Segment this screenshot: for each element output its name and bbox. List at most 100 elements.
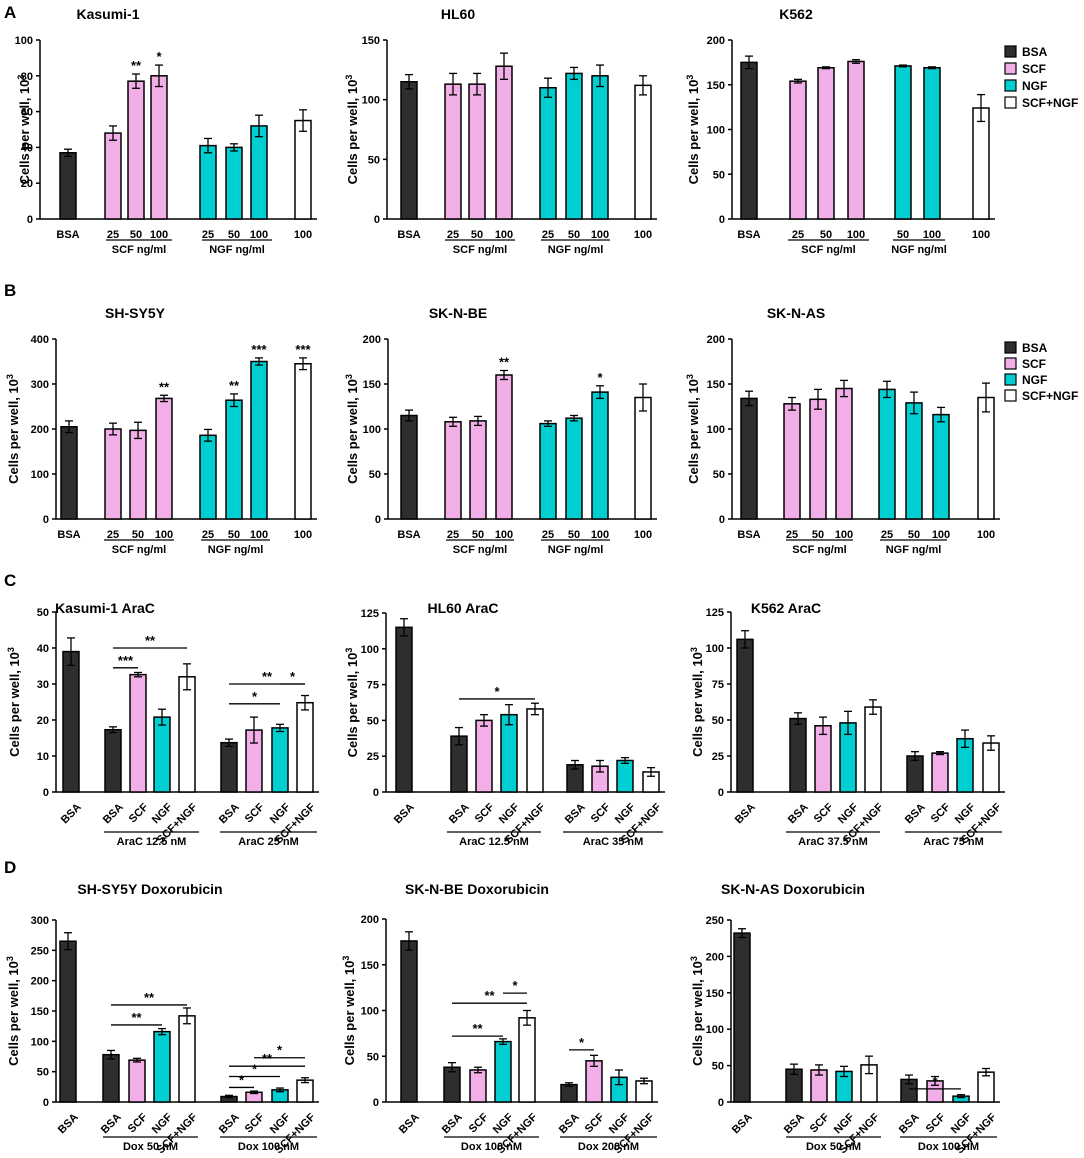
- bar: [814, 725, 832, 793]
- bar: [894, 65, 912, 220]
- y-axis-title: Cells per well, 103: [6, 647, 22, 757]
- bar: [972, 107, 990, 220]
- y-axis-title-superscript: 3: [341, 956, 351, 961]
- y-axis-title-superscript: 3: [344, 75, 354, 80]
- x-tick-label: 25: [542, 529, 554, 541]
- bar: [475, 719, 493, 793]
- x-tick-label: 50: [812, 529, 824, 541]
- group-label: Dox 100 nM: [918, 1141, 979, 1153]
- y-tick-label: 150: [363, 379, 381, 391]
- y-tick-label: 50: [369, 469, 381, 481]
- x-tick-label: 50: [472, 529, 484, 541]
- x-tick-label: 50: [568, 529, 580, 541]
- x-tick-label: 100: [932, 529, 950, 541]
- y-tick-label: 300: [31, 379, 49, 391]
- bar: [469, 1069, 487, 1103]
- y-tick-label: 0: [27, 214, 33, 226]
- group-label: NGF ng/ml: [891, 244, 947, 256]
- x-tick-label: BSA: [217, 1111, 242, 1136]
- bar: [932, 413, 950, 520]
- bar: [591, 75, 609, 220]
- group-label: Dox 200 nM: [578, 1141, 639, 1153]
- chart-title: HL60 AraC: [427, 600, 498, 616]
- x-tick-label: BSA: [563, 801, 588, 826]
- y-tick-label: 50: [712, 1061, 724, 1073]
- x-tick-label: SCF: [127, 801, 151, 825]
- y-tick-label: 250: [706, 915, 724, 927]
- y-tick-label: 200: [707, 334, 725, 346]
- y-tick-label: 0: [374, 214, 380, 226]
- bar: [500, 713, 518, 793]
- x-tick-label: BSA: [99, 1111, 124, 1136]
- x-tick-label: 100: [250, 229, 268, 241]
- chart-title: HL60: [441, 6, 475, 22]
- chart-2: HL60 0 50 100 150 Cells per well, 103 BSA 25 50 1…: [344, 6, 657, 256]
- y-axis-title-text: Cells per well, 10: [686, 80, 701, 185]
- bar: [102, 1053, 120, 1103]
- y-tick-label: 125: [361, 608, 379, 620]
- y-tick-label: 0: [719, 514, 725, 526]
- y-tick-label: 200: [31, 976, 49, 988]
- bar: [444, 421, 462, 520]
- x-tick-label: BSA: [397, 229, 420, 241]
- chart-title: Kasumi-1 AraC: [55, 600, 155, 616]
- bar: [733, 932, 751, 1103]
- bar: [153, 716, 171, 793]
- bar: [271, 727, 289, 793]
- bar: [400, 414, 418, 520]
- x-tick-label: SCF: [126, 1111, 150, 1135]
- y-tick-label: 25: [712, 751, 724, 763]
- legend-swatch-scf: [1004, 62, 1017, 75]
- bar: [565, 72, 583, 220]
- y-axis-title: Cells per well, 103: [344, 75, 360, 185]
- chart-10: SH-SY5Y Doxorubicin 0 50 100 150 200 250 300 Cel…: [5, 881, 319, 1156]
- bar: [809, 398, 827, 520]
- y-axis-title-superscript: 3: [685, 374, 695, 379]
- x-tick-label: BSA: [730, 1111, 755, 1136]
- x-tick-label: SCF: [929, 801, 953, 825]
- bar: [296, 1079, 314, 1103]
- bar: [59, 940, 77, 1103]
- bar: [469, 420, 487, 520]
- bar: [199, 144, 217, 220]
- bar: [923, 66, 941, 220]
- chart-7: Kasumi-1 AraC 0 10 20 30 40 50 Cells per well, …: [6, 600, 319, 848]
- group-label: Dox 50 nM: [806, 1141, 861, 1153]
- y-tick-label: 200: [31, 424, 49, 436]
- y-tick-label: 125: [706, 607, 724, 619]
- y-axis-title: Cells per well, 103: [344, 648, 360, 758]
- chart-1: Kasumi-1 0 20 40 60 80 100 Cells per well, 103 B…: [15, 6, 317, 256]
- y-tick-label: 250: [31, 945, 49, 957]
- bar: [783, 403, 801, 520]
- x-tick-label: SCF: [808, 1111, 832, 1135]
- bar: [864, 706, 882, 793]
- group-label: SCF ng/ml: [801, 244, 855, 256]
- y-tick-label: 50: [712, 715, 724, 727]
- bar: [878, 388, 896, 520]
- bar: [294, 363, 312, 520]
- x-tick-label: 50: [132, 529, 144, 541]
- bar: [400, 81, 418, 220]
- x-tick-label: BSA: [57, 529, 80, 541]
- legend-swatch-bsa: [1004, 341, 1017, 354]
- y-tick-label: 75: [712, 679, 724, 691]
- y-tick-label: 50: [713, 469, 725, 481]
- significance-mark: **: [499, 355, 510, 370]
- chart-8: HL60 AraC 0 25 50 75 100 125 Cells per well, 10…: [344, 600, 665, 848]
- y-tick-label: 100: [706, 1024, 724, 1036]
- y-axis-title-text: Cells per well, 10: [690, 652, 705, 757]
- y-axis-title: Cells per well, 103: [16, 75, 32, 185]
- x-tick-label: 100: [972, 229, 990, 241]
- group-label: SCF ng/ml: [453, 244, 507, 256]
- bar: [294, 119, 312, 220]
- bar: [400, 940, 418, 1103]
- x-tick-label: BSA: [440, 1111, 465, 1136]
- x-tick-label: BSA: [782, 1111, 807, 1136]
- y-axis-title-superscript: 3: [5, 956, 15, 961]
- y-tick-label: 75: [367, 680, 379, 692]
- group-label: AraC 25 nM: [238, 836, 299, 848]
- y-axis-title: Cells per well, 103: [685, 75, 701, 185]
- bar: [104, 728, 122, 793]
- y-axis-title-superscript: 3: [5, 374, 15, 379]
- bar: [128, 1059, 146, 1103]
